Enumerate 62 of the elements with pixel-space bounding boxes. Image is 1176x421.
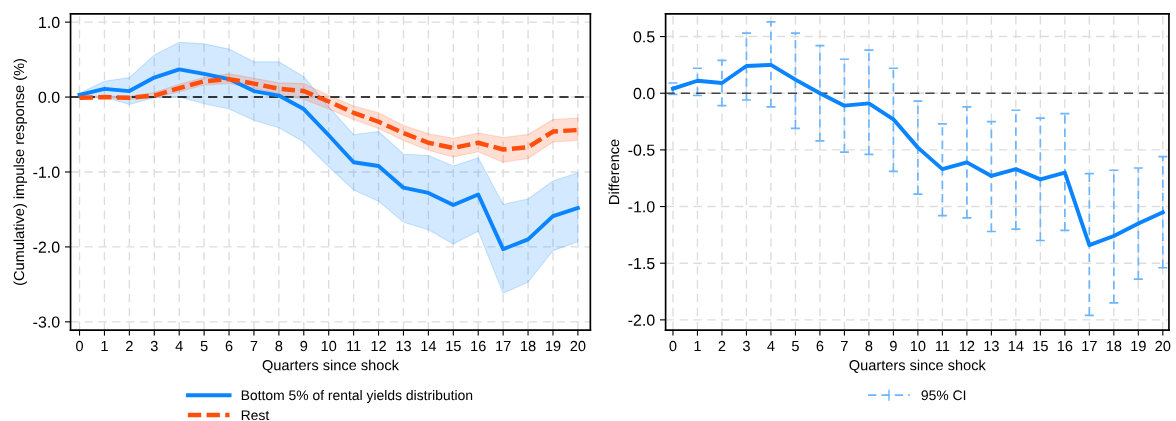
- x-tick-label: 4: [175, 341, 183, 352]
- x-tick-label: 12: [959, 340, 975, 352]
- y-tick-label: 1.0: [39, 16, 60, 29]
- y-tick-label: 0.0: [633, 87, 655, 100]
- x-tick-label: 20: [570, 340, 586, 352]
- y-axis-title: Difference: [608, 139, 620, 204]
- x-tick-label: 13: [396, 340, 411, 352]
- y-tick-label: -0.5: [628, 144, 655, 156]
- x-tick-label: 11: [347, 341, 361, 352]
- x-tick-label: 15: [446, 341, 461, 352]
- x-tick-label: 20: [1155, 340, 1171, 352]
- x-tick-label: 0: [76, 340, 84, 352]
- x-tick-label: 6: [816, 340, 824, 352]
- x-tick-label: 19: [1131, 340, 1146, 352]
- legend-label: Bottom 5% of rental yields distribution: [241, 389, 473, 403]
- x-tick-label: 10: [321, 340, 337, 352]
- x-tick-label: 17: [496, 341, 511, 352]
- x-tick-label: 9: [890, 340, 897, 352]
- legend-label: Rest: [241, 410, 270, 421]
- x-tick-label: 2: [718, 340, 726, 352]
- x-tick-label: 7: [250, 341, 258, 352]
- x-tick-label: 3: [742, 340, 750, 352]
- x-tick-label: 2: [126, 340, 133, 352]
- y-tick-label: -2.0: [33, 241, 60, 253]
- y-tick-label: 0.5: [633, 31, 655, 43]
- x-tick-label: 17: [1082, 341, 1097, 352]
- x-axis-title: Quarters since shock: [849, 359, 986, 373]
- x-tick-label: 3: [150, 340, 158, 352]
- text: 95% CI: [921, 390, 966, 401]
- y-tick-label: -1.5: [628, 258, 655, 270]
- x-tick-label: 7: [841, 341, 848, 352]
- x-tick-label: 1: [101, 341, 108, 352]
- line-series: [77, 67, 580, 252]
- x-tick-label: 1: [694, 341, 701, 352]
- x-tick-label: 4: [767, 341, 775, 352]
- x-tick-label: 11: [935, 341, 950, 352]
- x-tick-label: 19: [545, 340, 561, 352]
- x-tick-label: 5: [200, 341, 208, 352]
- x-tick-label: 14: [421, 341, 437, 352]
- x-tick-label: 16: [471, 340, 486, 352]
- x-tick-label: 14: [1008, 341, 1024, 352]
- y-tick-label: 0.0: [38, 91, 60, 103]
- x-tick-label: 5: [791, 341, 799, 352]
- y-tick-label: -1.0: [33, 166, 60, 178]
- x-tick-label: 10: [910, 340, 926, 352]
- y-tick-label: -3.0: [33, 316, 60, 328]
- x-tick-label: 8: [275, 340, 283, 352]
- x-tick-label: 16: [1057, 340, 1073, 352]
- y-axis-title: (Cumulative) impulse response (%): [13, 59, 28, 285]
- y-tick-label: -1.0: [628, 201, 655, 213]
- x-tick-label: 0: [669, 340, 677, 352]
- x-tick-label: 18: [521, 340, 536, 352]
- x-tick-label: 12: [371, 340, 386, 352]
- x-tick-label: 8: [865, 340, 873, 352]
- y-tick-label: -2.0: [628, 314, 655, 326]
- x-tick-label: 9: [300, 340, 308, 352]
- x-tick-label: 13: [984, 340, 999, 352]
- x-tick-label: 6: [225, 340, 233, 352]
- line-series: [671, 62, 1165, 248]
- x-axis-title: Quarters since shock: [262, 359, 399, 373]
- x-tick-label: 15: [1033, 341, 1048, 352]
- x-tick-label: 18: [1106, 340, 1122, 352]
